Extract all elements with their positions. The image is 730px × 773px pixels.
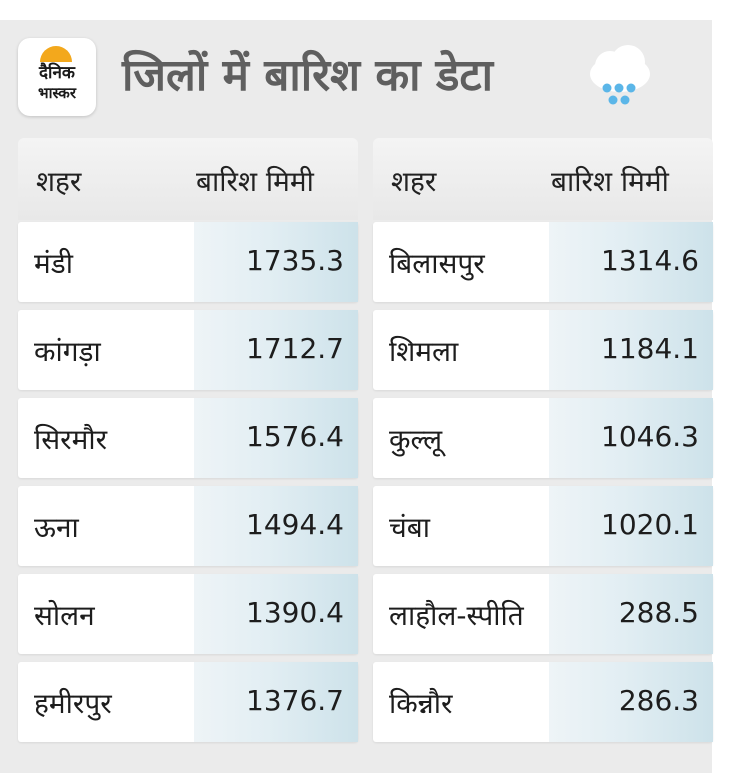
- rainfall-cell: 1184.1: [549, 310, 713, 390]
- rain-cloud-icon: [590, 45, 650, 105]
- table-header: शहर बारिश मिमी: [373, 138, 713, 220]
- rainfall-value: 1576.4: [246, 420, 344, 453]
- city-name: ऊना: [34, 511, 79, 544]
- table-row: कुल्लू 1046.3: [373, 398, 713, 478]
- logo-text-line1: दैनिक: [39, 63, 75, 83]
- sun-icon: [40, 46, 72, 62]
- rainfall-cell: 1576.4: [194, 398, 358, 478]
- city-name: शिमला: [389, 335, 459, 368]
- city-name: मंडी: [34, 247, 73, 280]
- rainfall-value: 288.5: [618, 596, 699, 629]
- table-row: शिमला 1184.1: [373, 310, 713, 390]
- rainfall-value: 1314.6: [601, 244, 699, 277]
- rainfall-cell: 1314.6: [549, 222, 713, 302]
- city-name: किन्नौर: [389, 687, 453, 720]
- column-header-city: शहर: [36, 165, 82, 198]
- rainfall-cell: 288.5: [549, 574, 713, 654]
- column-header-city: शहर: [391, 165, 437, 198]
- rainfall-value: 1735.3: [246, 244, 344, 277]
- rainfall-cell: 1376.7: [194, 662, 358, 742]
- page-title: जिलों में बारिश का डेटा: [122, 50, 493, 101]
- table-row: कांगड़ा 1712.7: [18, 310, 358, 390]
- rainfall-value: 1046.3: [601, 420, 699, 453]
- city-name: हमीरपुर: [34, 687, 112, 720]
- column-header-rainfall: बारिश मिमी: [551, 165, 669, 198]
- table-row: लाहौल-स्पीति 288.5: [373, 574, 713, 654]
- table-header: शहर बारिश मिमी: [18, 138, 358, 220]
- city-name: बिलासपुर: [389, 247, 485, 280]
- rainfall-value: 286.3: [618, 684, 699, 717]
- table-row: सिरमौर 1576.4: [18, 398, 358, 478]
- rainfall-value: 1020.1: [601, 508, 699, 541]
- city-name: चंबा: [389, 511, 431, 544]
- rainfall-cell: 1712.7: [194, 310, 358, 390]
- rainfall-table-left: शहर बारिश मिमी मंडी 1735.3 कांगड़ा 1712.…: [18, 138, 358, 742]
- city-name: सोलन: [34, 599, 95, 632]
- rainfall-cell: 1494.4: [194, 486, 358, 566]
- logo-text-line2: भास्कर: [38, 84, 76, 102]
- table-row: किन्नौर 286.3: [373, 662, 713, 742]
- rainfall-value: 1494.4: [246, 508, 344, 541]
- header: दैनिक भास्कर जिलों में बारिश का डेटा: [18, 38, 698, 118]
- rainfall-cell: 286.3: [549, 662, 713, 742]
- table-row: ऊना 1494.4: [18, 486, 358, 566]
- rainfall-table-right: शहर बारिश मिमी बिलासपुर 1314.6 शिमला 118…: [373, 138, 713, 742]
- column-header-rainfall: बारिश मिमी: [196, 165, 314, 198]
- rainfall-cell: 1390.4: [194, 574, 358, 654]
- dainik-bhaskar-logo: दैनिक भास्कर: [18, 38, 96, 116]
- table-row: मंडी 1735.3: [18, 222, 358, 302]
- rainfall-value: 1376.7: [246, 684, 344, 717]
- city-name: कांगड़ा: [34, 335, 101, 368]
- rainfall-cell: 1735.3: [194, 222, 358, 302]
- rainfall-value: 1390.4: [246, 596, 344, 629]
- table-row: बिलासपुर 1314.6: [373, 222, 713, 302]
- table-row: चंबा 1020.1: [373, 486, 713, 566]
- city-name: सिरमौर: [34, 423, 108, 456]
- city-name: लाहौल-स्पीति: [389, 599, 524, 632]
- table-row: सोलन 1390.4: [18, 574, 358, 654]
- city-name: कुल्लू: [389, 423, 443, 456]
- rainfall-cell: 1046.3: [549, 398, 713, 478]
- rainfall-card: दैनिक भास्कर जिलों में बारिश का डेटा शहर…: [0, 20, 713, 773]
- rainfall-value: 1184.1: [601, 332, 699, 365]
- rainfall-value: 1712.7: [246, 332, 344, 365]
- rainfall-cell: 1020.1: [549, 486, 713, 566]
- table-row: हमीरपुर 1376.7: [18, 662, 358, 742]
